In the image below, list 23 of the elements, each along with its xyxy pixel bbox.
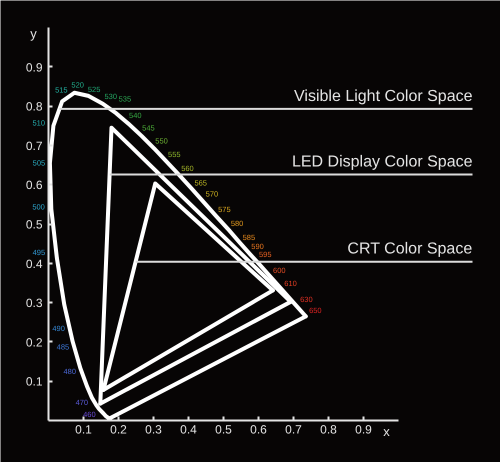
x-tick-label: 0.9 xyxy=(355,422,372,436)
x-tick-label: 0.8 xyxy=(320,422,338,436)
x-tick-label: 0.3 xyxy=(145,422,162,436)
y-tick-label: 0.8 xyxy=(26,100,43,114)
y-tick-label: 0.2 xyxy=(26,335,43,350)
x-tick-label: 0.1 xyxy=(75,422,92,436)
y-tick-label: 0.7 xyxy=(26,138,43,153)
y-tick-label: 0.3 xyxy=(26,296,43,310)
annotation: CRT Color Space xyxy=(347,240,472,258)
y-tick-label: 0.6 xyxy=(26,178,43,192)
annotation: LED Display Color Space xyxy=(292,153,473,170)
y-tick-label: 0.1 xyxy=(26,374,43,389)
x-tick-label: 0.7 xyxy=(285,422,302,436)
y-tick-label: 0.4 xyxy=(26,256,43,271)
x-tick-label: 0.4 xyxy=(180,422,198,436)
x-tick-label: 0.2 xyxy=(110,422,128,436)
x-axis-title: x xyxy=(383,424,390,439)
y-tick-label: 0.5 xyxy=(26,218,43,232)
y-tick-label: 0.9 xyxy=(26,60,43,74)
annotation: Visible Light Color Space xyxy=(294,88,473,105)
x-tick-label: 0.6 xyxy=(250,422,268,436)
x-tick-label: 0.5 xyxy=(215,422,232,436)
y-axis-title: y xyxy=(30,26,38,41)
